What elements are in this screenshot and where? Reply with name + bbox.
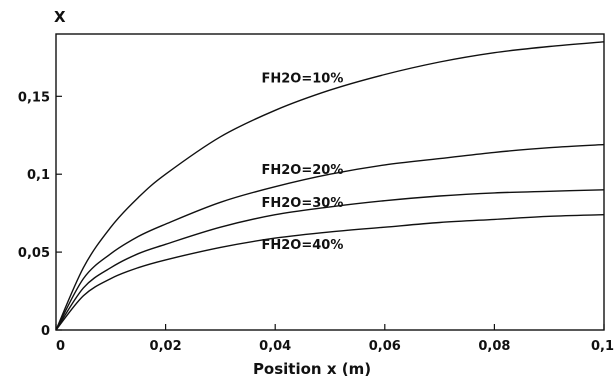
series-labels: FH2O=10% FH2O=20% FH2O=30% FH2O=40% bbox=[262, 71, 344, 253]
x-tick-label: 0,08 bbox=[478, 339, 510, 354]
x-tick-label: 0 bbox=[56, 339, 65, 354]
series-label: FH2O=30% bbox=[262, 196, 344, 211]
series-line bbox=[55, 41, 605, 331]
y-tick-label: 0,1 bbox=[27, 168, 50, 183]
series-lines bbox=[55, 41, 605, 331]
y-tick-label: 0 bbox=[41, 324, 50, 339]
series-line bbox=[55, 189, 605, 331]
y-axis-ticks: 0 0,05 0,1 0,15 bbox=[18, 90, 62, 339]
x-tick-label: 0,04 bbox=[259, 339, 291, 354]
y-tick-label: 0,15 bbox=[18, 90, 50, 105]
x-tick-label: 0,1 bbox=[591, 339, 614, 354]
series-label: FH2O=40% bbox=[262, 238, 344, 253]
x-axis-ticks: 0 0,02 0,04 0,06 0,08 0,1 bbox=[55, 324, 614, 354]
plot-frame bbox=[55, 33, 605, 331]
y-tick-label: 0,05 bbox=[18, 246, 50, 261]
y-axis-label: X bbox=[54, 8, 66, 26]
series-line bbox=[55, 143, 605, 331]
series-label: FH2O=20% bbox=[262, 163, 344, 178]
series-line bbox=[55, 214, 605, 331]
x-axis-label: Position x (m) bbox=[253, 360, 371, 376]
x-tick-label: 0,02 bbox=[150, 339, 182, 354]
x-tick-label: 0,06 bbox=[369, 339, 401, 354]
series-label: FH2O=10% bbox=[262, 71, 344, 86]
